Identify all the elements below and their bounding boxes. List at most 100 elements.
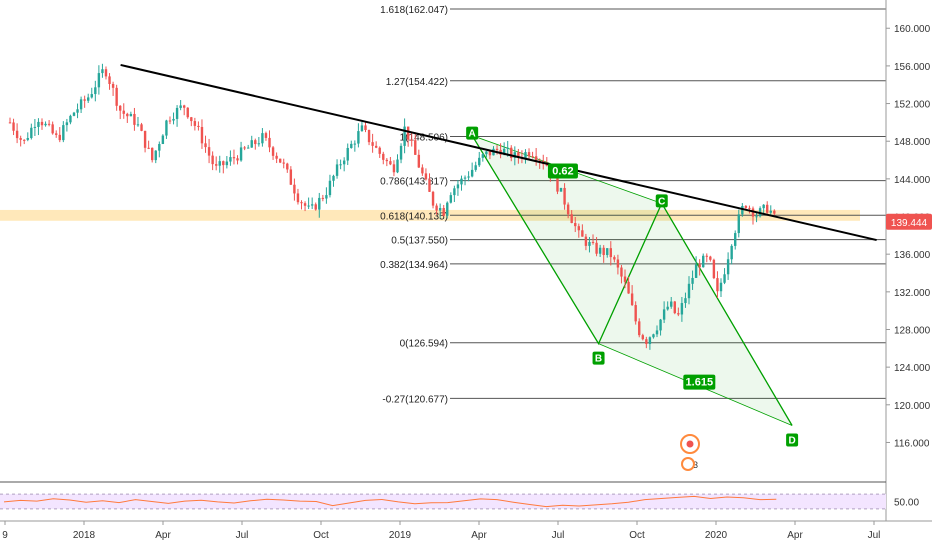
- candle-body: [588, 241, 591, 246]
- candle-body: [424, 173, 428, 180]
- candle-body: [641, 335, 644, 340]
- candle-body: [26, 138, 29, 140]
- price-tick-label: 144.000: [894, 175, 931, 186]
- candle-body: [680, 303, 684, 315]
- time-tick-label: Oct: [629, 530, 645, 541]
- candle-body: [652, 334, 655, 338]
- support-zone-layer: [0, 209, 860, 221]
- candle-body: [282, 162, 285, 164]
- candle-body: [488, 151, 492, 156]
- descending-trendline[interactable]: [120, 63, 877, 242]
- candle-body: [694, 264, 698, 278]
- candle-series: [8, 63, 776, 350]
- candle-body: [154, 150, 157, 161]
- current-price-tag: 139.444: [886, 213, 932, 230]
- candle-body: [478, 157, 481, 166]
- candle-body: [545, 164, 549, 166]
- candle-body: [76, 109, 79, 113]
- candle-body: [670, 301, 673, 307]
- candle-body: [406, 126, 410, 140]
- candle-body: [168, 120, 172, 122]
- candle-body: [563, 187, 566, 205]
- time-tick-label: Oct: [313, 530, 329, 541]
- candle-body: [204, 143, 207, 148]
- candle-body: [673, 301, 676, 314]
- fib-level-label: 0.618(140.135): [380, 211, 448, 222]
- candle-body: [229, 157, 232, 162]
- candle-body: [97, 73, 101, 88]
- candle-body: [716, 278, 719, 292]
- rsi-pane[interactable]: 50.00: [0, 493, 919, 510]
- pattern-point-label: B: [595, 354, 602, 365]
- harmonic-pattern: [471, 135, 793, 426]
- candle-body: [474, 165, 477, 170]
- candle-body: [303, 203, 307, 206]
- pattern-point-badge: [466, 126, 479, 140]
- price-tick-label: 156.000: [894, 62, 931, 73]
- candle-body: [698, 264, 701, 268]
- candle-body: [62, 125, 65, 141]
- candle-body: [342, 160, 346, 165]
- fib-level-label: -0.27(120.677): [382, 394, 448, 405]
- flag-icon[interactable]: [681, 457, 695, 471]
- candle-body: [104, 69, 108, 77]
- candle-body: [374, 145, 378, 148]
- pattern-ratio-label: 0.62: [552, 165, 573, 177]
- price-tick-label: 160.000: [894, 24, 931, 35]
- price-tick-label: 120.000: [894, 401, 931, 412]
- candle-body: [55, 133, 58, 135]
- candle-body: [737, 214, 740, 234]
- candle-body: [300, 202, 303, 204]
- candle-body: [677, 313, 680, 315]
- candle-body: [339, 164, 342, 166]
- candle-body: [83, 99, 86, 101]
- candle-body: [470, 169, 474, 177]
- price-tick-label: 152.000: [894, 100, 931, 111]
- candle-body: [382, 153, 385, 160]
- candle-body: [513, 152, 517, 158]
- candle-body: [435, 205, 438, 211]
- candle-body: [442, 207, 445, 216]
- candle-body: [69, 115, 72, 123]
- candle-body: [723, 274, 726, 283]
- candle-body: [314, 204, 317, 210]
- candle-body: [598, 247, 602, 254]
- candle-body: [385, 159, 389, 162]
- current-price-label: 139.444: [891, 218, 928, 229]
- time-tick-label: Jul: [236, 530, 249, 541]
- time-tick-label: Jul: [868, 530, 881, 541]
- candle-body: [734, 233, 737, 246]
- candle-body: [250, 140, 253, 148]
- candle-body: [773, 210, 776, 214]
- candle-body: [591, 241, 595, 243]
- candle-body: [158, 144, 161, 151]
- candle-body: [687, 283, 691, 299]
- candle-body: [72, 112, 76, 116]
- price-axis[interactable]: 160.000156.000152.000148.000144.000140.0…: [886, 24, 931, 449]
- candle-body: [172, 118, 175, 121]
- candle-body: [453, 188, 456, 196]
- current-price-tag-bg: [886, 213, 932, 230]
- candle-body: [151, 147, 154, 161]
- fib-level-label: 1(148.506): [400, 132, 448, 143]
- candle-body: [751, 208, 755, 217]
- rsi-band: [0, 494, 886, 509]
- events-badge[interactable]: 3: [680, 434, 700, 471]
- candle-body: [446, 202, 449, 216]
- candle-body: [712, 259, 716, 279]
- pattern-bcd-fill: [598, 203, 793, 426]
- candle-body: [200, 126, 204, 144]
- time-tick-label: 2019: [389, 530, 412, 541]
- support-zone-band: [0, 209, 860, 221]
- candle-body: [748, 207, 751, 209]
- candle-body: [638, 321, 641, 336]
- pattern-labels: A B C D 0.62 1.615: [466, 126, 799, 447]
- candle-body: [243, 147, 246, 149]
- time-axis[interactable]: 9 2018 Apr Jul Oct 2019 Apr Jul Oct 2020 Apr Jul: [2, 521, 880, 541]
- candle-body: [126, 113, 129, 117]
- candle-body: [335, 164, 339, 176]
- candle-body: [257, 143, 261, 145]
- candle-body: [364, 125, 367, 130]
- pattern-xab-fill: [472, 135, 662, 344]
